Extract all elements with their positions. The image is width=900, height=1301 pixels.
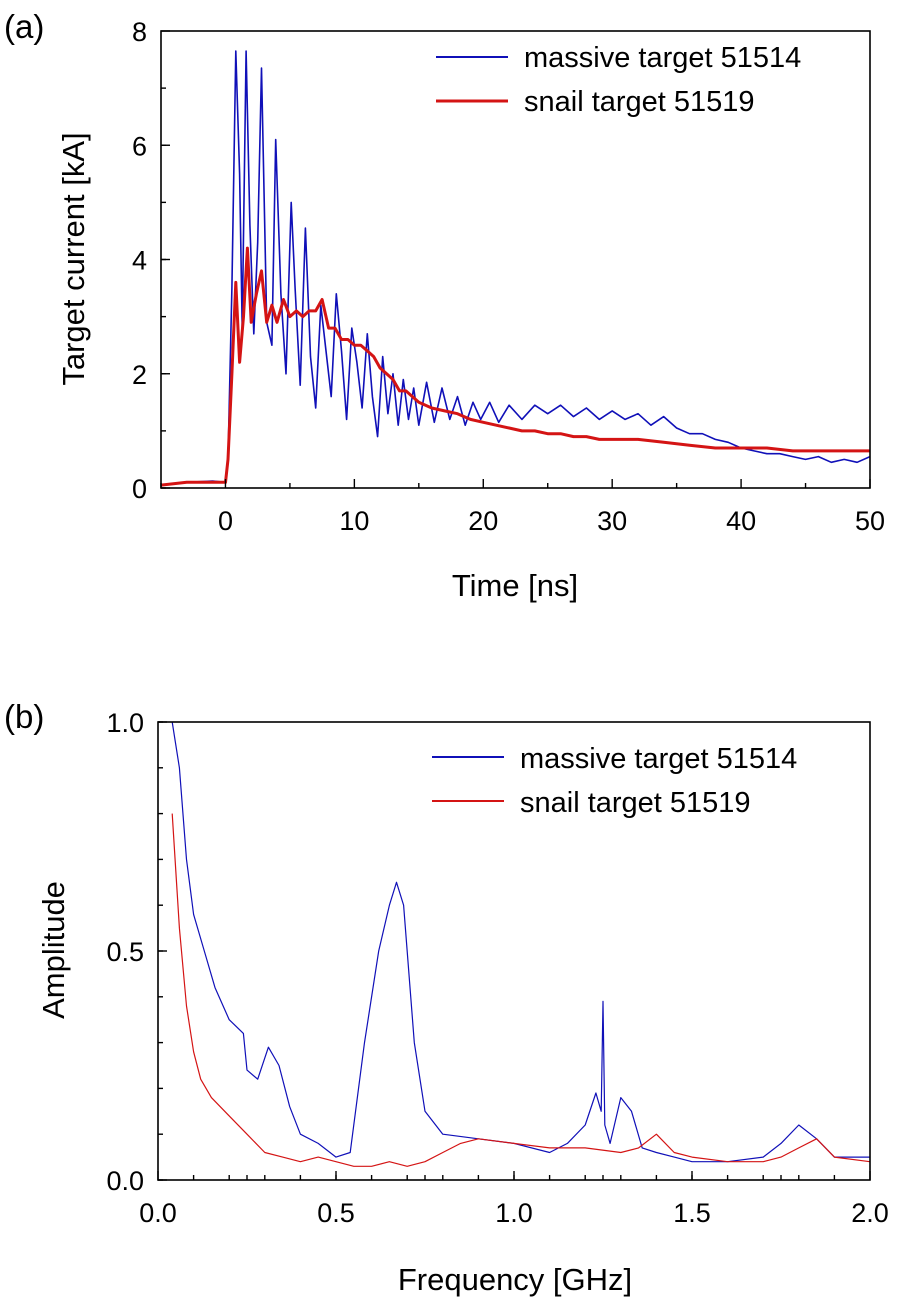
panel-b-x-tick-label: 1.5 [673, 1198, 711, 1228]
panel-a-x-tick-label: 40 [726, 506, 756, 536]
panel-b-legend: massive target 51514 snail target 51519 [432, 743, 797, 819]
panel-b-x-tick-label: 0.5 [317, 1198, 355, 1228]
panel-b-y-axis-label: Amplitude [36, 881, 71, 1019]
panel-a-x-tick-label: 50 [855, 506, 885, 536]
panel-b-frequency-amplitude: (b) Amplitude Frequency [GHz] 0.0 0.5 1.0 1… [4, 698, 889, 1297]
panel-a-axes: 0 10 20 30 40 50 0 2 4 6 8 [132, 17, 885, 536]
panel-a-x-axis-label: Time [ns] [452, 568, 578, 603]
panel-a-time-current: (a) Target current [kA] Time [ns] 0 10 20 3… [4, 8, 885, 603]
panel-a-y-tick-label: 4 [132, 246, 147, 276]
panel-b-label: (b) [4, 698, 44, 735]
panel-b-series-line-massive [171, 721, 870, 1163]
panel-a-y-tick-label: 0 [132, 474, 147, 504]
panel-a-series [160, 50, 871, 487]
panel-a-y-tick-label: 2 [132, 360, 147, 390]
panel-b-axes: 0.0 0.5 1.0 1.5 2.0 0.0 0.5 1.0 [106, 708, 888, 1228]
panel-a-legend: massive target 51514 snail target 51519 [436, 42, 801, 118]
panel-b-y-tick-label: 0.0 [106, 1166, 144, 1196]
panel-a-plot-frame [160, 30, 871, 489]
panel-a-label: (a) [4, 8, 44, 45]
panel-a-legend-label-massive: massive target 51514 [524, 42, 801, 74]
panel-a-x-tick-label: 30 [597, 506, 627, 536]
panel-a-y-tick-label: 6 [132, 131, 147, 161]
panel-a-y-tick-label: 8 [132, 17, 147, 47]
panel-b-legend-label-massive: massive target 51514 [520, 743, 797, 775]
panel-b-series-line-snail [171, 813, 871, 1167]
panel-b-x-tick-label: 0.0 [139, 1198, 177, 1228]
panel-a-y-axis-label: Target current [kA] [56, 132, 91, 385]
panel-b-y-tick-label: 0.5 [106, 937, 144, 967]
panel-b-x-tick-label: 1.0 [495, 1198, 533, 1228]
panel-a-series-line-snail [160, 246, 870, 487]
panel-b-legend-label-snail: snail target 51519 [520, 787, 751, 819]
panel-a-x-tick-label: 0 [218, 506, 233, 536]
panel-b-x-tick-label: 2.0 [851, 1198, 889, 1228]
panel-b-y-tick-label: 1.0 [106, 708, 144, 738]
panel-a-x-tick-label: 10 [339, 506, 369, 536]
panel-b-series [171, 721, 871, 1167]
panel-a-legend-label-snail: snail target 51519 [524, 86, 755, 118]
panel-b-x-axis-label: Frequency [GHz] [398, 1262, 632, 1297]
panel-a-x-tick-label: 20 [468, 506, 498, 536]
panel-b-plot-frame [157, 721, 871, 1181]
panel-a-series-line-massive [160, 50, 871, 486]
